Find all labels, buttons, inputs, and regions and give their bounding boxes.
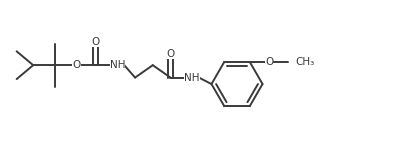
Text: NH: NH [110, 60, 125, 70]
Text: O: O [166, 49, 175, 59]
Text: O: O [72, 60, 81, 70]
Text: NH: NH [184, 73, 200, 82]
Text: O: O [92, 37, 100, 47]
Text: CH₃: CH₃ [295, 57, 315, 67]
Text: O: O [265, 57, 273, 67]
